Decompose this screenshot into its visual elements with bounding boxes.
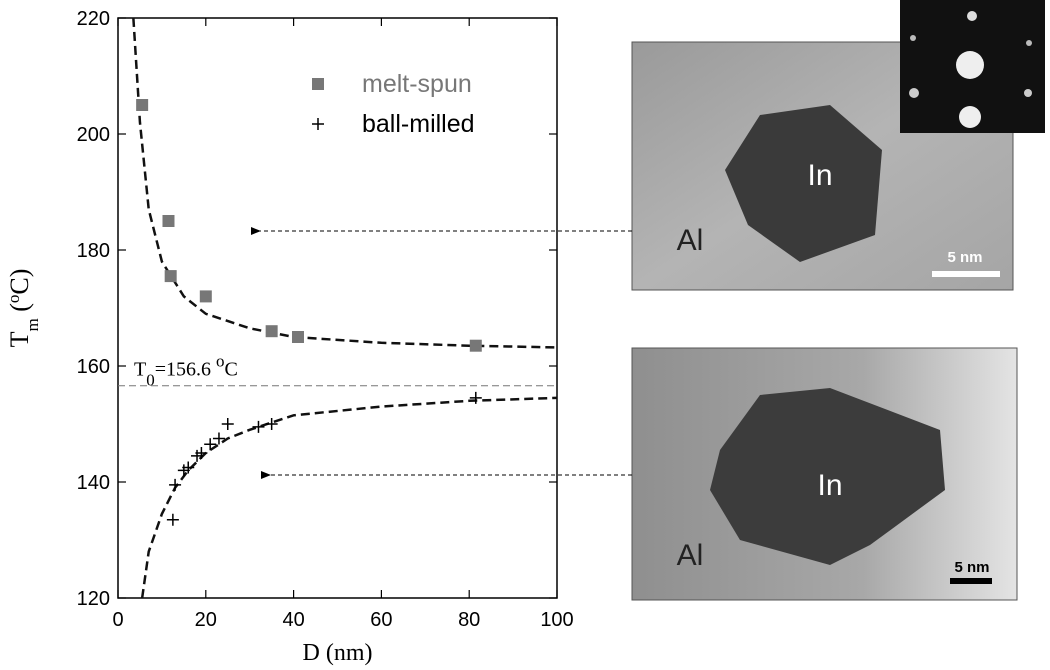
reference-label-part: =156.6 <box>155 359 216 381</box>
y-tick-label: 180 <box>77 240 110 262</box>
legend-label: melt-spun <box>362 70 472 98</box>
y-tick-label: 120 <box>77 588 110 610</box>
reference-label-part: o <box>216 351 225 370</box>
y-axis-label-part: T <box>5 331 34 347</box>
point <box>164 270 177 283</box>
x-axis-label: D (nm) <box>303 640 373 666</box>
point <box>265 325 278 338</box>
y-axis-label: Tm (oC) <box>4 269 42 348</box>
legend-marker <box>312 78 324 90</box>
point <box>212 432 225 445</box>
x-tick-label: 40 <box>282 609 304 631</box>
reference-label-part: C <box>225 359 238 381</box>
y-tick-label: 200 <box>77 124 110 146</box>
point <box>169 478 182 491</box>
y-tick-label: 220 <box>77 8 110 30</box>
point <box>469 339 482 352</box>
x-tick-label: 20 <box>195 609 217 631</box>
x-tick-label: 60 <box>370 609 392 631</box>
reference-label-part: 0 <box>146 370 155 389</box>
image-label: In <box>807 159 832 192</box>
y-tick-label: 160 <box>77 356 110 378</box>
image-label: Al <box>677 539 704 572</box>
legend-label: ball-milled <box>362 110 475 138</box>
point <box>182 461 195 474</box>
point <box>469 391 482 404</box>
plot: 0 20 40 60 80 100 120 140 160 180 200 220 D (nm) Tm (… <box>4 8 574 666</box>
plot-frame <box>117 17 558 599</box>
fit-curve <box>140 396 558 599</box>
image-label: Al <box>677 224 704 257</box>
x-tick-label: 100 <box>540 609 573 631</box>
point <box>199 290 212 303</box>
scale-label: 5 nm <box>954 559 989 576</box>
point <box>252 420 265 433</box>
x-tick-label: 0 <box>112 609 123 631</box>
point <box>195 447 208 459</box>
fit-curve <box>132 17 558 349</box>
y-axis-label-part: C) <box>5 269 34 295</box>
scale-label: 5 nm <box>947 249 982 266</box>
legend-marker <box>312 118 324 130</box>
tem-image-bottom: In Al 5 nm <box>631 347 1018 601</box>
point <box>291 331 304 343</box>
image-label: In <box>817 469 842 502</box>
reference-label-part: T <box>134 359 146 381</box>
point <box>221 418 234 430</box>
reference-label: T0=156.6 oC <box>134 351 238 389</box>
point <box>162 215 175 227</box>
y-axis-label-part: m <box>23 318 42 331</box>
point <box>265 418 278 430</box>
y-axis-label-part: o <box>4 295 23 304</box>
x-tick-label: 80 <box>458 609 480 631</box>
y-tick-label: 140 <box>77 472 110 494</box>
point <box>136 99 149 111</box>
point <box>204 438 217 451</box>
y-axis-label-part: ( <box>5 303 34 318</box>
point <box>166 513 179 526</box>
tem-image-top: In Al 5 nm <box>631 0 1045 291</box>
